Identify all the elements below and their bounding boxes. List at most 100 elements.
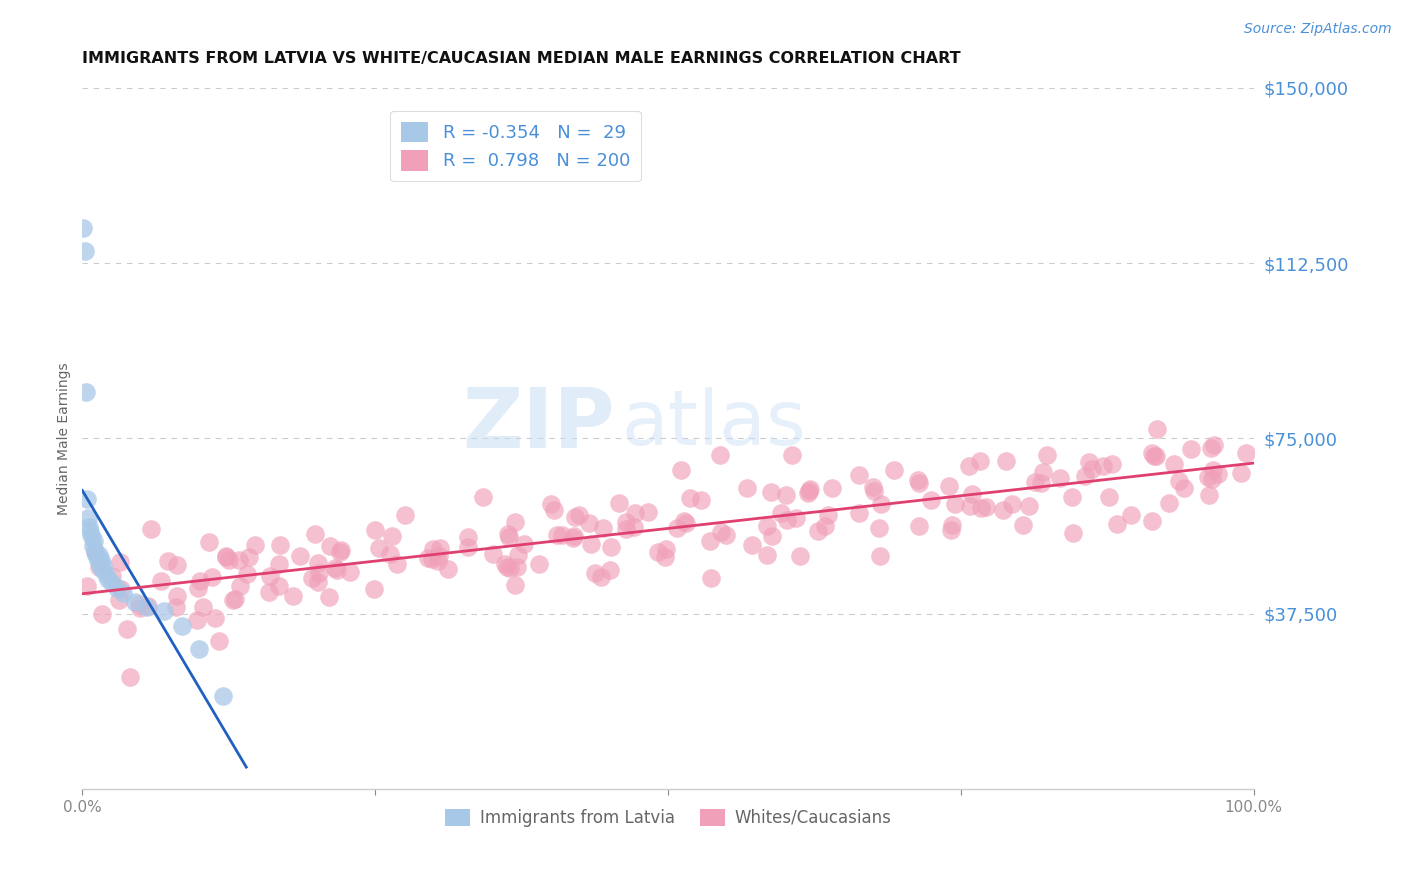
Point (1201, 472, 1223, 486)
Point (87, 549, 110, 563)
Point (735, 481, 758, 495)
Point (259, 568, 281, 582)
Point (799, 483, 821, 497)
Point (76, 492, 98, 507)
Point (281, 589, 304, 603)
Point (974, 500, 997, 514)
Point (503, 515, 526, 529)
Point (920, 493, 942, 508)
Point (883, 463, 905, 477)
Point (101, 569, 124, 583)
Point (243, 538, 266, 552)
Point (318, 540, 340, 554)
Point (592, 521, 614, 535)
Point (775, 488, 797, 502)
Text: IMMIGRANTS FROM LATVIA VS WHITE/CAUCASIAN MEDIAN MALE EARNINGS CORRELATION CHART: IMMIGRANTS FROM LATVIA VS WHITE/CAUCASIA… (83, 51, 960, 66)
Point (1229, 466, 1251, 480)
Point (1036, 449, 1059, 463)
Text: atlas: atlas (621, 387, 806, 461)
Point (1092, 458, 1115, 473)
Point (579, 537, 602, 551)
Point (235, 567, 257, 582)
Point (110, 555, 132, 569)
Point (416, 551, 439, 566)
Point (187, 581, 209, 595)
Point (1199, 441, 1222, 455)
Point (741, 538, 763, 552)
Point (394, 508, 416, 523)
Point (1140, 514, 1163, 528)
Point (960, 486, 983, 500)
Point (115, 622, 138, 636)
Point (129, 600, 152, 615)
Point (186, 614, 208, 628)
Point (543, 503, 565, 517)
Point (79, 520, 101, 534)
Point (957, 459, 980, 474)
Point (329, 545, 352, 559)
Point (710, 524, 733, 539)
Point (513, 537, 536, 551)
Point (599, 563, 621, 577)
Point (869, 549, 891, 564)
Point (1097, 490, 1119, 504)
Point (204, 611, 226, 625)
Point (508, 548, 530, 562)
Legend: Immigrants from Latvia, Whites/Caucasians: Immigrants from Latvia, Whites/Caucasian… (437, 802, 898, 833)
Point (868, 521, 890, 535)
Point (607, 496, 630, 510)
Point (498, 561, 520, 575)
Point (1201, 463, 1223, 477)
Point (1107, 517, 1129, 532)
Point (496, 560, 519, 574)
Point (527, 557, 550, 571)
Point (568, 508, 591, 522)
Point (814, 519, 837, 533)
Point (994, 454, 1017, 468)
Point (84, 544, 107, 558)
Point (589, 570, 612, 584)
Point (1018, 499, 1040, 513)
Point (436, 562, 458, 576)
Point (699, 534, 721, 549)
Point (908, 519, 931, 533)
Point (848, 506, 870, 520)
Point (654, 542, 676, 557)
Point (1119, 508, 1142, 522)
Point (789, 549, 811, 563)
Point (482, 547, 505, 561)
Point (755, 518, 778, 533)
Point (1168, 474, 1191, 488)
Point (991, 502, 1014, 516)
Point (201, 570, 224, 584)
Point (318, 591, 340, 605)
Point (79, 524, 101, 539)
Text: ZIP: ZIP (463, 384, 616, 465)
Point (91, 562, 114, 576)
Point (215, 550, 238, 565)
Point (943, 497, 966, 511)
Point (623, 520, 645, 534)
Point (908, 476, 931, 491)
Point (775, 513, 797, 527)
Point (89, 558, 111, 572)
Point (429, 541, 451, 556)
Point (188, 574, 211, 588)
Point (165, 599, 187, 614)
Point (821, 481, 844, 495)
Point (1206, 467, 1229, 482)
Point (170, 618, 193, 632)
Point (759, 485, 782, 500)
Point (86, 553, 108, 567)
Point (257, 584, 280, 599)
Point (422, 541, 444, 556)
Point (578, 516, 600, 530)
Point (150, 574, 173, 588)
Point (907, 473, 929, 487)
Point (363, 582, 385, 596)
Point (498, 526, 520, 541)
Point (267, 557, 290, 571)
Point (330, 542, 353, 557)
Point (381, 528, 404, 542)
Point (301, 571, 323, 585)
